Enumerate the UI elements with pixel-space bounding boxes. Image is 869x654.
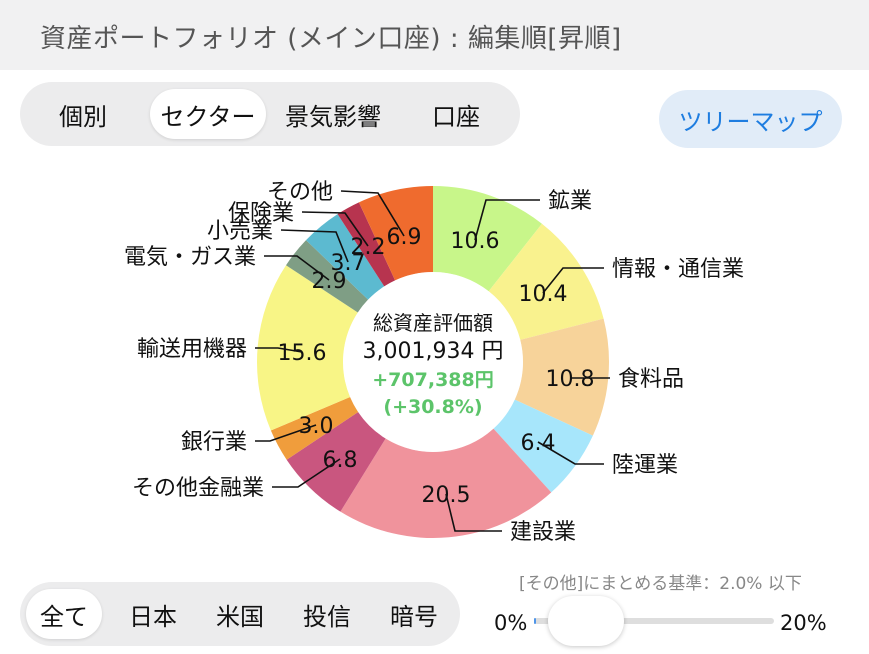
slice-2[interactable] [488, 223, 604, 340]
slice-value-label: 2.2 [351, 235, 386, 260]
slice-value-label: 6.9 [387, 225, 422, 250]
center-title: 総資産評価額 [373, 311, 493, 335]
slice-category-label: その他 [267, 180, 333, 205]
slice-value-label: 3.7 [331, 251, 366, 276]
slice-8[interactable] [257, 265, 358, 431]
slice-value-label: 6.8 [323, 448, 358, 473]
threshold-label: [その他]にまとめる基準：2.0% 以下 [519, 574, 802, 594]
tab-japan[interactable]: 日本 [129, 602, 177, 631]
treemap-button[interactable]: ツリーマップ [659, 90, 842, 148]
leader-line-10 [280, 229, 349, 263]
market-segmented-control: 全て 日本 米国 投信 暗号 [20, 582, 460, 646]
slice-value-label: 3.0 [299, 414, 334, 439]
threshold-slider-thumb[interactable] [548, 596, 624, 646]
slider-min-label: 0% [494, 611, 528, 635]
slice-category-label: 情報・通信業 [612, 257, 744, 282]
leader-line-11 [301, 211, 369, 247]
tab-us[interactable]: 米国 [216, 602, 264, 631]
slice-category-label: 鉱業 [548, 189, 592, 214]
page-title: 資産ポートフォリオ (メイン口座) : 編集順[昇順] [40, 24, 622, 54]
header-bar: 資産ポートフォリオ (メイン口座) : 編集順[昇順] [0, 0, 869, 70]
tab-all[interactable]: 全て [26, 589, 102, 639]
slice-value-label: 10.6 [451, 229, 500, 254]
donut-hole [352, 281, 514, 443]
leader-line-2 [542, 267, 604, 294]
slider-max-label: 20% [780, 611, 827, 635]
slice-category-label: 建設業 [510, 520, 576, 545]
center-gain-pct: (+30.8%) [383, 396, 482, 418]
slice-category-label: 陸運業 [612, 453, 678, 478]
leader-line-4 [537, 441, 604, 465]
leader-line-5 [445, 493, 502, 532]
leader-line-1 [474, 199, 540, 241]
slice-12[interactable] [358, 186, 433, 281]
slice-category-label: その他金融業 [132, 476, 264, 501]
slice-9[interactable] [286, 240, 369, 313]
leader-line-8 [255, 347, 303, 353]
tab-funds[interactable]: 投信 [303, 602, 351, 631]
slice-category-label: 小売業 [207, 219, 273, 244]
leader-line-9 [264, 255, 330, 281]
slice-category-label: 食料品 [618, 367, 684, 392]
slice-1[interactable] [433, 186, 542, 292]
slice-value-label: 20.5 [422, 483, 471, 508]
leader-line-7 [255, 424, 317, 442]
slice-7[interactable] [270, 397, 359, 460]
leader-line-12 [340, 190, 405, 237]
slice-3[interactable] [514, 318, 609, 436]
slice-value-label: 15.6 [278, 341, 327, 366]
slice-category-label: 銀行業 [181, 430, 247, 455]
center-gain: +707,388円 [372, 369, 493, 391]
slice-5[interactable] [340, 428, 552, 538]
slice-value-label: 10.8 [546, 367, 595, 392]
tab-crypto[interactable]: 暗号 [390, 602, 438, 631]
view-segmented-control: 個別 セクター 景気影響 口座 [20, 82, 520, 146]
tab-individual[interactable]: 個別 [59, 102, 107, 131]
tab-sector[interactable]: セクター [150, 89, 266, 139]
tab-account[interactable]: 口座 [432, 102, 480, 131]
slice-value-label: 10.4 [519, 282, 568, 307]
slice-category-label: 保険業 [228, 201, 294, 226]
slice-value-label: 6.4 [521, 431, 556, 456]
slice-category-label: 電気・ガス業 [124, 245, 256, 270]
slice-category-label: 輸送用機器 [137, 337, 247, 362]
threshold-slider-fill [534, 618, 537, 624]
leader-line-6 [272, 458, 341, 488]
threshold-slider-track[interactable] [534, 618, 774, 624]
center-total: 3,001,934 円 [363, 339, 504, 364]
slice-value-label: 2.9 [312, 269, 347, 294]
tab-economic-impact[interactable]: 景気影響 [285, 102, 381, 131]
